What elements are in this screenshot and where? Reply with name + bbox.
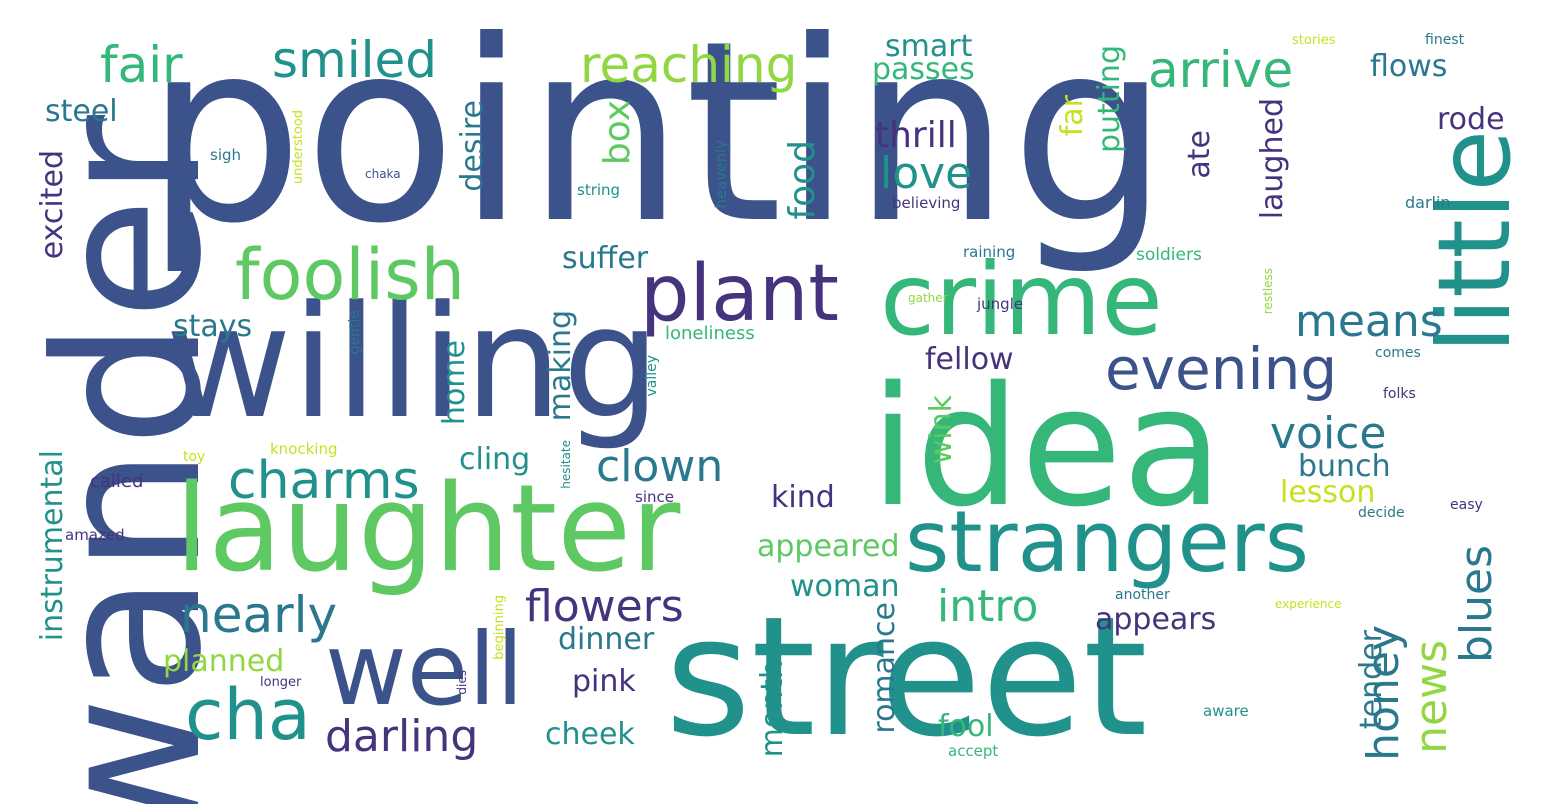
word-making: making [543, 310, 578, 422]
word-foolish: foolish [235, 234, 466, 316]
word-soldiers: soldiers [1136, 245, 1202, 265]
word-easy: easy [1450, 497, 1483, 513]
word-amazed: amazed [65, 526, 125, 544]
word-cheek: cheek [545, 717, 635, 752]
word-laughter: laughter [175, 460, 681, 599]
word-flows: flows [1370, 49, 1448, 84]
word-tender: tender [1354, 630, 1389, 730]
word-sigh: sigh [210, 146, 242, 164]
word-raining: raining [963, 243, 1016, 261]
word-street: street [665, 581, 1148, 773]
word-since: since [635, 488, 674, 506]
word-stories: stories [1292, 33, 1336, 48]
word-valley: valley [644, 355, 660, 397]
word-putting: putting [1092, 45, 1127, 153]
word-passes: passes [872, 52, 975, 87]
word-well: well [325, 611, 524, 728]
word-food: food [782, 140, 823, 220]
word-loneliness: loneliness [665, 323, 755, 344]
word-chaka: chaka [365, 167, 401, 181]
word-finest: finest [1425, 32, 1465, 48]
word-dinner: dinner [558, 622, 655, 657]
word-strangers: strangers [905, 493, 1309, 592]
word-cha: cha [185, 674, 311, 756]
word-plant: plant [640, 249, 839, 339]
word-heavenly: heavenly [712, 140, 730, 209]
word-folks: folks [1383, 386, 1416, 402]
word-bunch: bunch [1298, 449, 1391, 484]
word-willing: willing [165, 272, 661, 453]
word-accept: accept [948, 742, 999, 760]
word-voice: voice [1270, 408, 1387, 459]
word-stays: stays [173, 309, 253, 344]
word-box: box [597, 100, 638, 166]
word-planned: planned [163, 644, 285, 679]
word-suffer: suffer [562, 241, 649, 276]
word-woman: woman [790, 569, 900, 604]
word-crime: crime [880, 241, 1163, 358]
word-lesson: lesson [1280, 475, 1376, 510]
word-cling: cling [459, 442, 531, 477]
word-rode: rode [1437, 102, 1505, 137]
word-decide: decide [1358, 505, 1405, 521]
word-jungle: jungle [977, 295, 1024, 313]
word-news: news [1406, 640, 1457, 754]
word-nearly: nearly [180, 586, 338, 644]
word-far: far [1055, 95, 1090, 137]
word-steel: steel [45, 94, 118, 129]
word-believing: believing [892, 194, 961, 212]
word-clown: clown [596, 441, 724, 492]
word-blues: blues [1451, 545, 1502, 664]
word-means: means [1295, 296, 1443, 347]
word-arrive: arrive [1148, 41, 1294, 99]
word-called: called [90, 471, 144, 492]
word-appears: appears [1095, 602, 1217, 637]
word-flowers: flowers [525, 581, 684, 632]
word-gather: gather [908, 291, 948, 305]
word-kind: kind [771, 480, 835, 515]
word-laughed: laughed [1255, 98, 1290, 220]
word-longer: longer [260, 675, 302, 690]
word-fellow: fellow [925, 342, 1014, 377]
word-pointing: pointing [145, 0, 1170, 278]
word-fair: fair [100, 36, 183, 94]
word-darlin: darlin [1405, 193, 1451, 212]
word-excited: excited [35, 150, 70, 260]
word-instrumental: instrumental [35, 450, 70, 642]
word-restless: restless [1261, 268, 1275, 315]
word-evening: evening [1105, 335, 1338, 403]
word-dies: dies [455, 670, 469, 695]
word-pink: pink [572, 664, 636, 699]
word-experience: experience [1275, 597, 1342, 611]
word-appeared: appeared [757, 529, 900, 564]
word-intro: intro [937, 581, 1039, 632]
word-charms: charms [228, 451, 420, 511]
word-darling: darling [325, 711, 479, 762]
word-month: month [755, 660, 790, 758]
word-aware: aware [1203, 702, 1249, 720]
word-love: love [880, 148, 973, 199]
word-understood: understood [291, 110, 306, 185]
word-smart: smart [885, 29, 973, 64]
word-gentle: gentle [347, 310, 363, 355]
word-desire: desire [455, 100, 490, 192]
word-ate: ate [1182, 130, 1217, 179]
word-smiled: smiled [272, 31, 438, 89]
word-fool: fool [938, 709, 994, 744]
word-reaching: reaching [580, 36, 798, 94]
word-string: string [577, 181, 621, 199]
word-wink: wink [924, 395, 959, 465]
word-idea: idea [870, 351, 1224, 543]
word-beginning: beginning [492, 595, 507, 660]
word-comes: comes [1375, 345, 1421, 361]
word-knocking: knocking [270, 440, 338, 458]
word-thrill: thrill [875, 115, 957, 156]
word-hesitate: hesitate [559, 440, 573, 489]
word-home: home [437, 340, 472, 426]
word-another: another [1115, 587, 1170, 603]
word-romance: romance [867, 602, 902, 734]
word-toy: toy [183, 449, 206, 465]
